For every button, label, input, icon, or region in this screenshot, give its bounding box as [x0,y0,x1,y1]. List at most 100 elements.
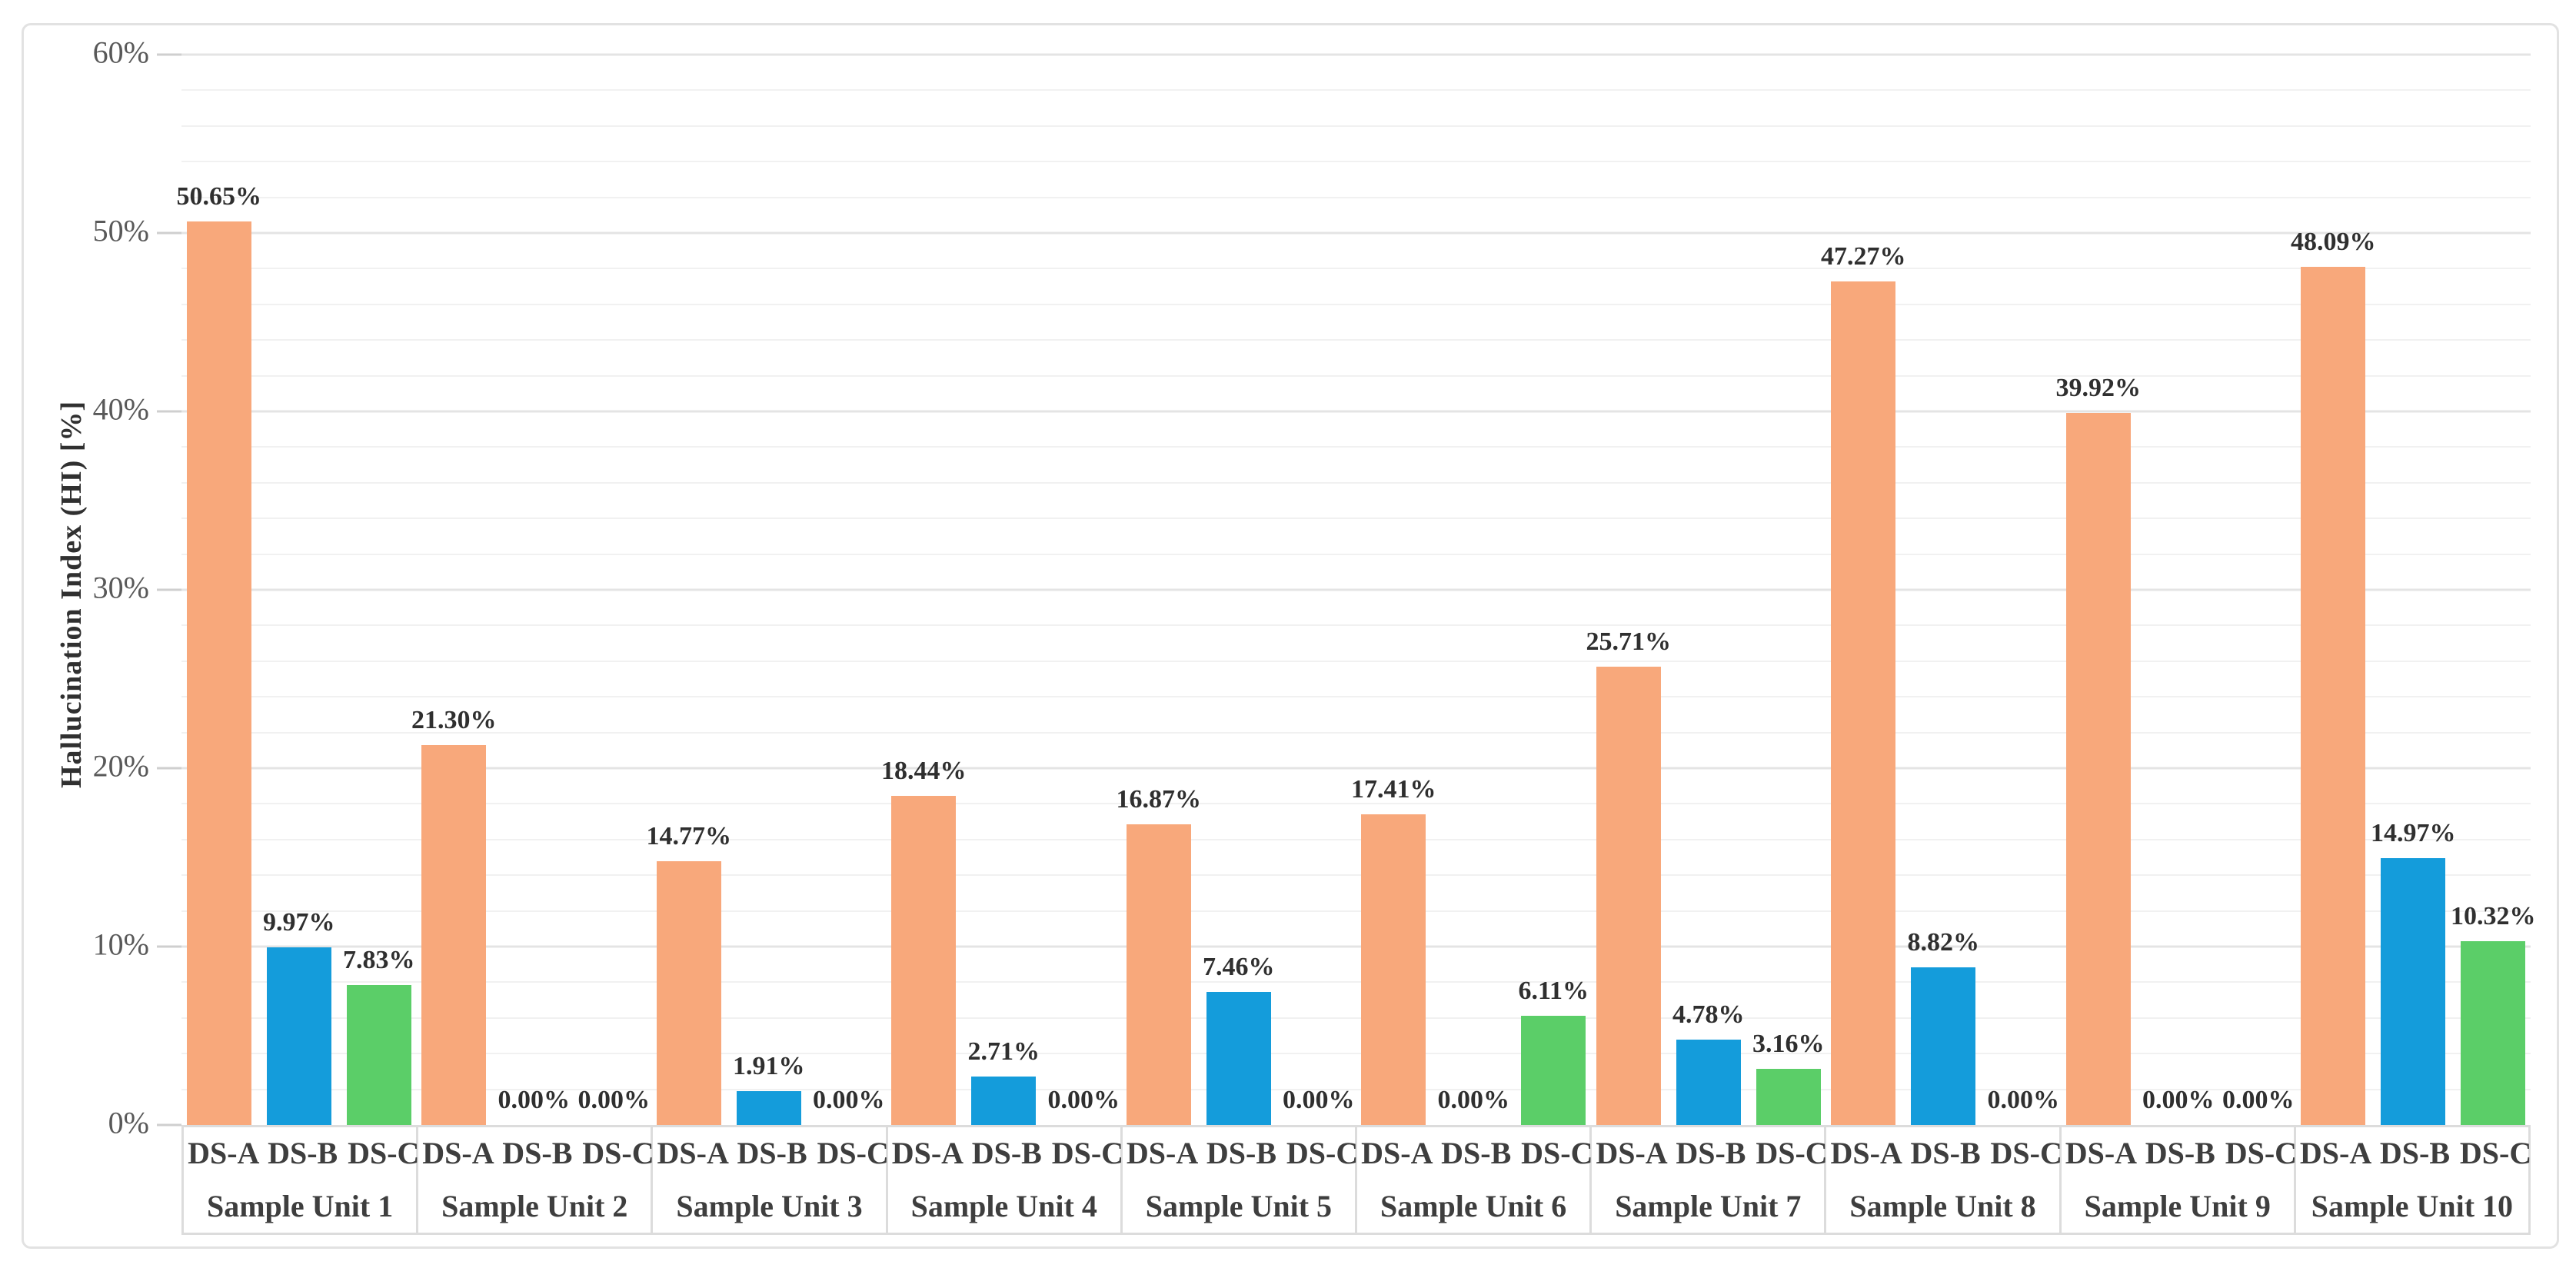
series-label-row-2: DS-A DS-B DS-C [418,1127,654,1180]
slot-ds-b-7: 4.78% [1672,55,1745,1125]
slot-ds-b-9: 0.00% [2142,55,2215,1125]
series-label-ds-b-2: DS-B [502,1136,573,1171]
series-label-ds-b-4: DS-B [971,1136,1042,1171]
slot-ds-b-6: 0.00% [1438,55,1510,1125]
bar-ds-a-6 [1361,814,1426,1125]
value-label-ds-a-9: 39.92% [2055,373,2142,402]
bar-ds-b-5 [1206,991,1271,1125]
slot-ds-b-10: 14.97% [2371,55,2456,1125]
bar-ds-b-7 [1676,1040,1741,1125]
minor-gridline-28 [181,624,2531,627]
value-label-ds-b-4: 2.71% [967,1037,1040,1067]
category-label-9: Sample Unit 9 [2084,1188,2271,1223]
slot-ds-c-7: 3.16% [1752,55,1825,1125]
value-label-ds-c-5: 0.00% [1283,1086,1355,1114]
minor-gridline-24 [181,696,2531,698]
y-tick-label-50: 50% [92,213,149,248]
major-gridline-40 [181,410,2531,413]
series-label-row-7: DS-A DS-B DS-C [1592,1127,1827,1180]
group-sample-unit-2: 21.30% 0.00% 0.00% [411,55,652,1125]
chart-figure: Hallucination Index (HI) [%] 0% 10% 20% 30%… [22,23,2559,1249]
series-label-ds-b-9: DS-B [2145,1136,2215,1171]
group-sample-unit-10: 48.09% 14.97% 10.32% [2291,55,2536,1125]
slot-ds-c-3: 0.00% [813,55,885,1125]
bar-groups: 50.65% 9.97% 7.83% 21.30% 0.00% 0.00% 14.77% 1.… [177,55,2536,1125]
value-label-ds-b-1: 9.97% [263,907,335,937]
group-sample-unit-1: 50.65% 9.97% 7.83% [177,55,417,1125]
minor-gridline-48 [181,268,2531,270]
y-tick-label-10: 10% [92,927,149,962]
slot-ds-a-7: 25.71% [1586,55,1671,1125]
x-cell-9: DS-A DS-B DS-C Sample Unit 9 [2062,1127,2297,1233]
value-label-ds-c-7: 3.16% [1752,1029,1825,1058]
major-gridline-60 [181,53,2531,56]
slot-ds-a-2: 21.30% [411,55,497,1125]
bar-ds-b-4 [971,1077,1037,1125]
series-label-ds-b-7: DS-B [1676,1136,1746,1171]
series-label-ds-b-5: DS-B [1206,1136,1277,1171]
value-label-ds-b-5: 7.46% [1203,952,1275,981]
value-label-ds-a-8: 47.27% [1821,242,1906,271]
value-label-ds-a-10: 48.09% [2291,228,2376,257]
group-sample-unit-4: 18.44% 2.71% 0.00% [881,55,1122,1125]
series-label-row-5: DS-A DS-B DS-C [1123,1127,1359,1180]
minor-gridline-42 [181,374,2531,377]
series-label-ds-c-2: DS-C [582,1136,654,1171]
value-label-ds-a-4: 18.44% [881,757,967,786]
x-cell-2: DS-A DS-B DS-C Sample Unit 2 [418,1127,654,1233]
series-label-ds-b-6: DS-B [1441,1136,1512,1171]
y-tickmark-10 [157,945,181,948]
slot-ds-a-5: 16.87% [1117,55,1201,1125]
series-label-ds-a-2: DS-A [422,1136,494,1171]
slot-ds-c-10: 10.32% [2451,55,2536,1125]
minor-gridline-4 [181,1053,2531,1055]
y-tickmark-20 [157,767,181,770]
series-label-ds-b-10: DS-B [2379,1136,2451,1171]
y-tickmark-0 [157,1123,181,1127]
slot-ds-b-8: 8.82% [1908,55,1979,1125]
slot-ds-a-10: 48.09% [2291,55,2376,1125]
series-label-ds-b-8: DS-B [1910,1136,1981,1171]
minor-gridline-2 [181,1088,2531,1090]
value-label-ds-b-3: 1.91% [733,1051,805,1080]
bar-ds-c-7 [1756,1068,1821,1125]
series-label-ds-a-7: DS-A [1596,1136,1668,1171]
plot-area: 0% 10% 20% 30% 40% 50% 60% 50.65% 9.97% 7.83% 21.3… [93,37,2536,1138]
value-label-ds-c-4: 0.00% [1047,1086,1120,1114]
series-label-ds-c-10: DS-C [2459,1136,2532,1171]
minor-gridline-36 [181,481,2531,484]
slot-ds-c-1: 7.83% [343,55,415,1125]
series-label-ds-c-3: DS-C [817,1136,889,1171]
y-tick-label-0: 0% [108,1105,149,1140]
value-label-ds-a-2: 21.30% [411,705,497,734]
slot-ds-b-5: 7.46% [1203,55,1275,1125]
group-sample-unit-9: 39.92% 0.00% 0.00% [2056,55,2296,1125]
category-label-8: Sample Unit 8 [1849,1188,2036,1223]
value-label-ds-a-1: 50.65% [176,181,262,211]
y-tickmark-40 [157,410,181,413]
bar-ds-a-3 [656,861,721,1125]
slot-ds-c-5: 0.00% [1283,55,1355,1125]
value-label-ds-c-8: 0.00% [1987,1086,2060,1114]
category-label-5: Sample Unit 5 [1145,1188,1333,1223]
minor-gridline-56 [181,125,2531,127]
minor-gridline-26 [181,660,2531,662]
value-label-ds-b-9: 0.00% [2142,1086,2215,1114]
minor-gridline-44 [181,339,2531,341]
minor-gridline-58 [181,89,2531,92]
series-label-ds-c-5: DS-C [1286,1136,1359,1171]
category-label-1: Sample Unit 1 [206,1188,394,1223]
series-label-row-8: DS-A DS-B DS-C [1826,1127,2062,1180]
series-label-ds-a-1: DS-A [188,1136,260,1171]
value-label-ds-b-10: 14.97% [2371,818,2456,847]
slot-ds-c-9: 0.00% [2222,55,2295,1125]
value-label-ds-b-6: 0.00% [1437,1086,1510,1114]
minor-gridline-52 [181,196,2531,198]
slot-ds-a-9: 39.92% [2056,55,2141,1125]
value-label-ds-c-6: 6.11% [1518,977,1589,1006]
bar-ds-b-1 [266,947,331,1125]
minor-gridline-22 [181,731,2531,734]
value-label-ds-b-8: 8.82% [1907,928,1980,957]
minor-gridline-38 [181,446,2531,448]
series-label-ds-c-4: DS-C [1051,1136,1124,1171]
